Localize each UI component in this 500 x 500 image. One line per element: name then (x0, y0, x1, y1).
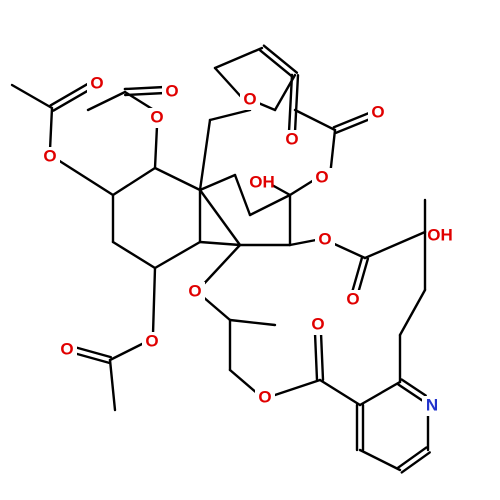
label-backdrop (57, 340, 77, 360)
bond (10, 83, 54, 110)
label-backdrop (255, 388, 275, 408)
bond (71, 351, 111, 365)
bond (293, 73, 300, 134)
label-backdrop (312, 168, 332, 188)
label-backdrop (422, 396, 442, 416)
bond (328, 240, 367, 260)
bond (52, 87, 93, 112)
bond (108, 358, 117, 412)
atom-label: O (258, 387, 271, 406)
bond (258, 49, 295, 79)
label-backdrop (147, 108, 167, 128)
bond (233, 173, 252, 217)
bond (86, 90, 127, 112)
atom-label: O (145, 331, 158, 350)
bond (153, 240, 202, 270)
bond (288, 238, 318, 247)
atom-label: O (43, 146, 56, 165)
bond (198, 173, 237, 192)
bond (262, 44, 299, 74)
label-backdrop (282, 130, 302, 150)
bond (213, 46, 264, 70)
bond (287, 73, 294, 134)
atom-label: O (346, 289, 359, 308)
atom-label: O (60, 339, 73, 358)
bond (213, 66, 246, 102)
bond (350, 255, 364, 294)
atom-label: O (285, 129, 298, 148)
bond (270, 183, 292, 197)
bond (111, 166, 157, 197)
label-backdrop (252, 173, 272, 193)
bond (198, 118, 212, 192)
atom-label: O (150, 107, 163, 126)
label-backdrop (430, 226, 450, 246)
bond (397, 383, 424, 402)
label-backdrop (162, 82, 182, 102)
label-backdrop (142, 332, 162, 352)
wedge-bond (288, 178, 316, 197)
atom-label: N (426, 395, 438, 414)
label-backdrop (40, 147, 60, 167)
wedge-bond (56, 158, 115, 197)
bond (319, 331, 325, 382)
atom-label: O (315, 167, 328, 186)
bond (111, 240, 157, 270)
atom-label: O (90, 73, 103, 92)
atom-label: O (243, 89, 256, 108)
bond (358, 448, 402, 472)
atom-label: O (188, 281, 201, 300)
wedge-bond (153, 124, 159, 170)
wedge-bond (151, 266, 157, 336)
bond (48, 106, 54, 152)
bond (318, 378, 362, 407)
wedge-bond (228, 318, 277, 327)
bond (198, 188, 242, 247)
bond (400, 378, 427, 397)
bond (398, 288, 427, 337)
bond (198, 240, 242, 247)
label-backdrop (343, 290, 363, 310)
bond (198, 243, 242, 290)
bond (153, 166, 202, 192)
atom-label: OH (249, 172, 275, 191)
bond (49, 82, 90, 107)
bond (356, 257, 370, 296)
bond (293, 108, 337, 132)
bond (108, 340, 148, 362)
label-backdrop (315, 230, 335, 250)
label-backdrop (368, 103, 388, 123)
bond (400, 451, 431, 474)
label-backdrop (240, 90, 260, 110)
atom-label: O (165, 81, 178, 100)
bond (208, 108, 252, 122)
label-backdrop (308, 315, 328, 335)
label-backdrop (185, 282, 205, 302)
atom-label: O (318, 229, 331, 248)
bond (123, 91, 167, 97)
atom-label: OH (427, 225, 453, 244)
bond (123, 85, 167, 91)
bond (73, 345, 113, 359)
bond (270, 378, 322, 398)
bond (363, 230, 427, 260)
atom-label: O (311, 314, 324, 333)
bond (200, 294, 232, 322)
bond (334, 116, 375, 134)
bond (313, 331, 319, 382)
atom-label: O (371, 102, 384, 121)
bond (228, 368, 260, 396)
bond (397, 446, 428, 469)
label-backdrop (87, 74, 107, 94)
bond (248, 193, 292, 217)
bond (332, 111, 373, 129)
bond (358, 380, 402, 407)
